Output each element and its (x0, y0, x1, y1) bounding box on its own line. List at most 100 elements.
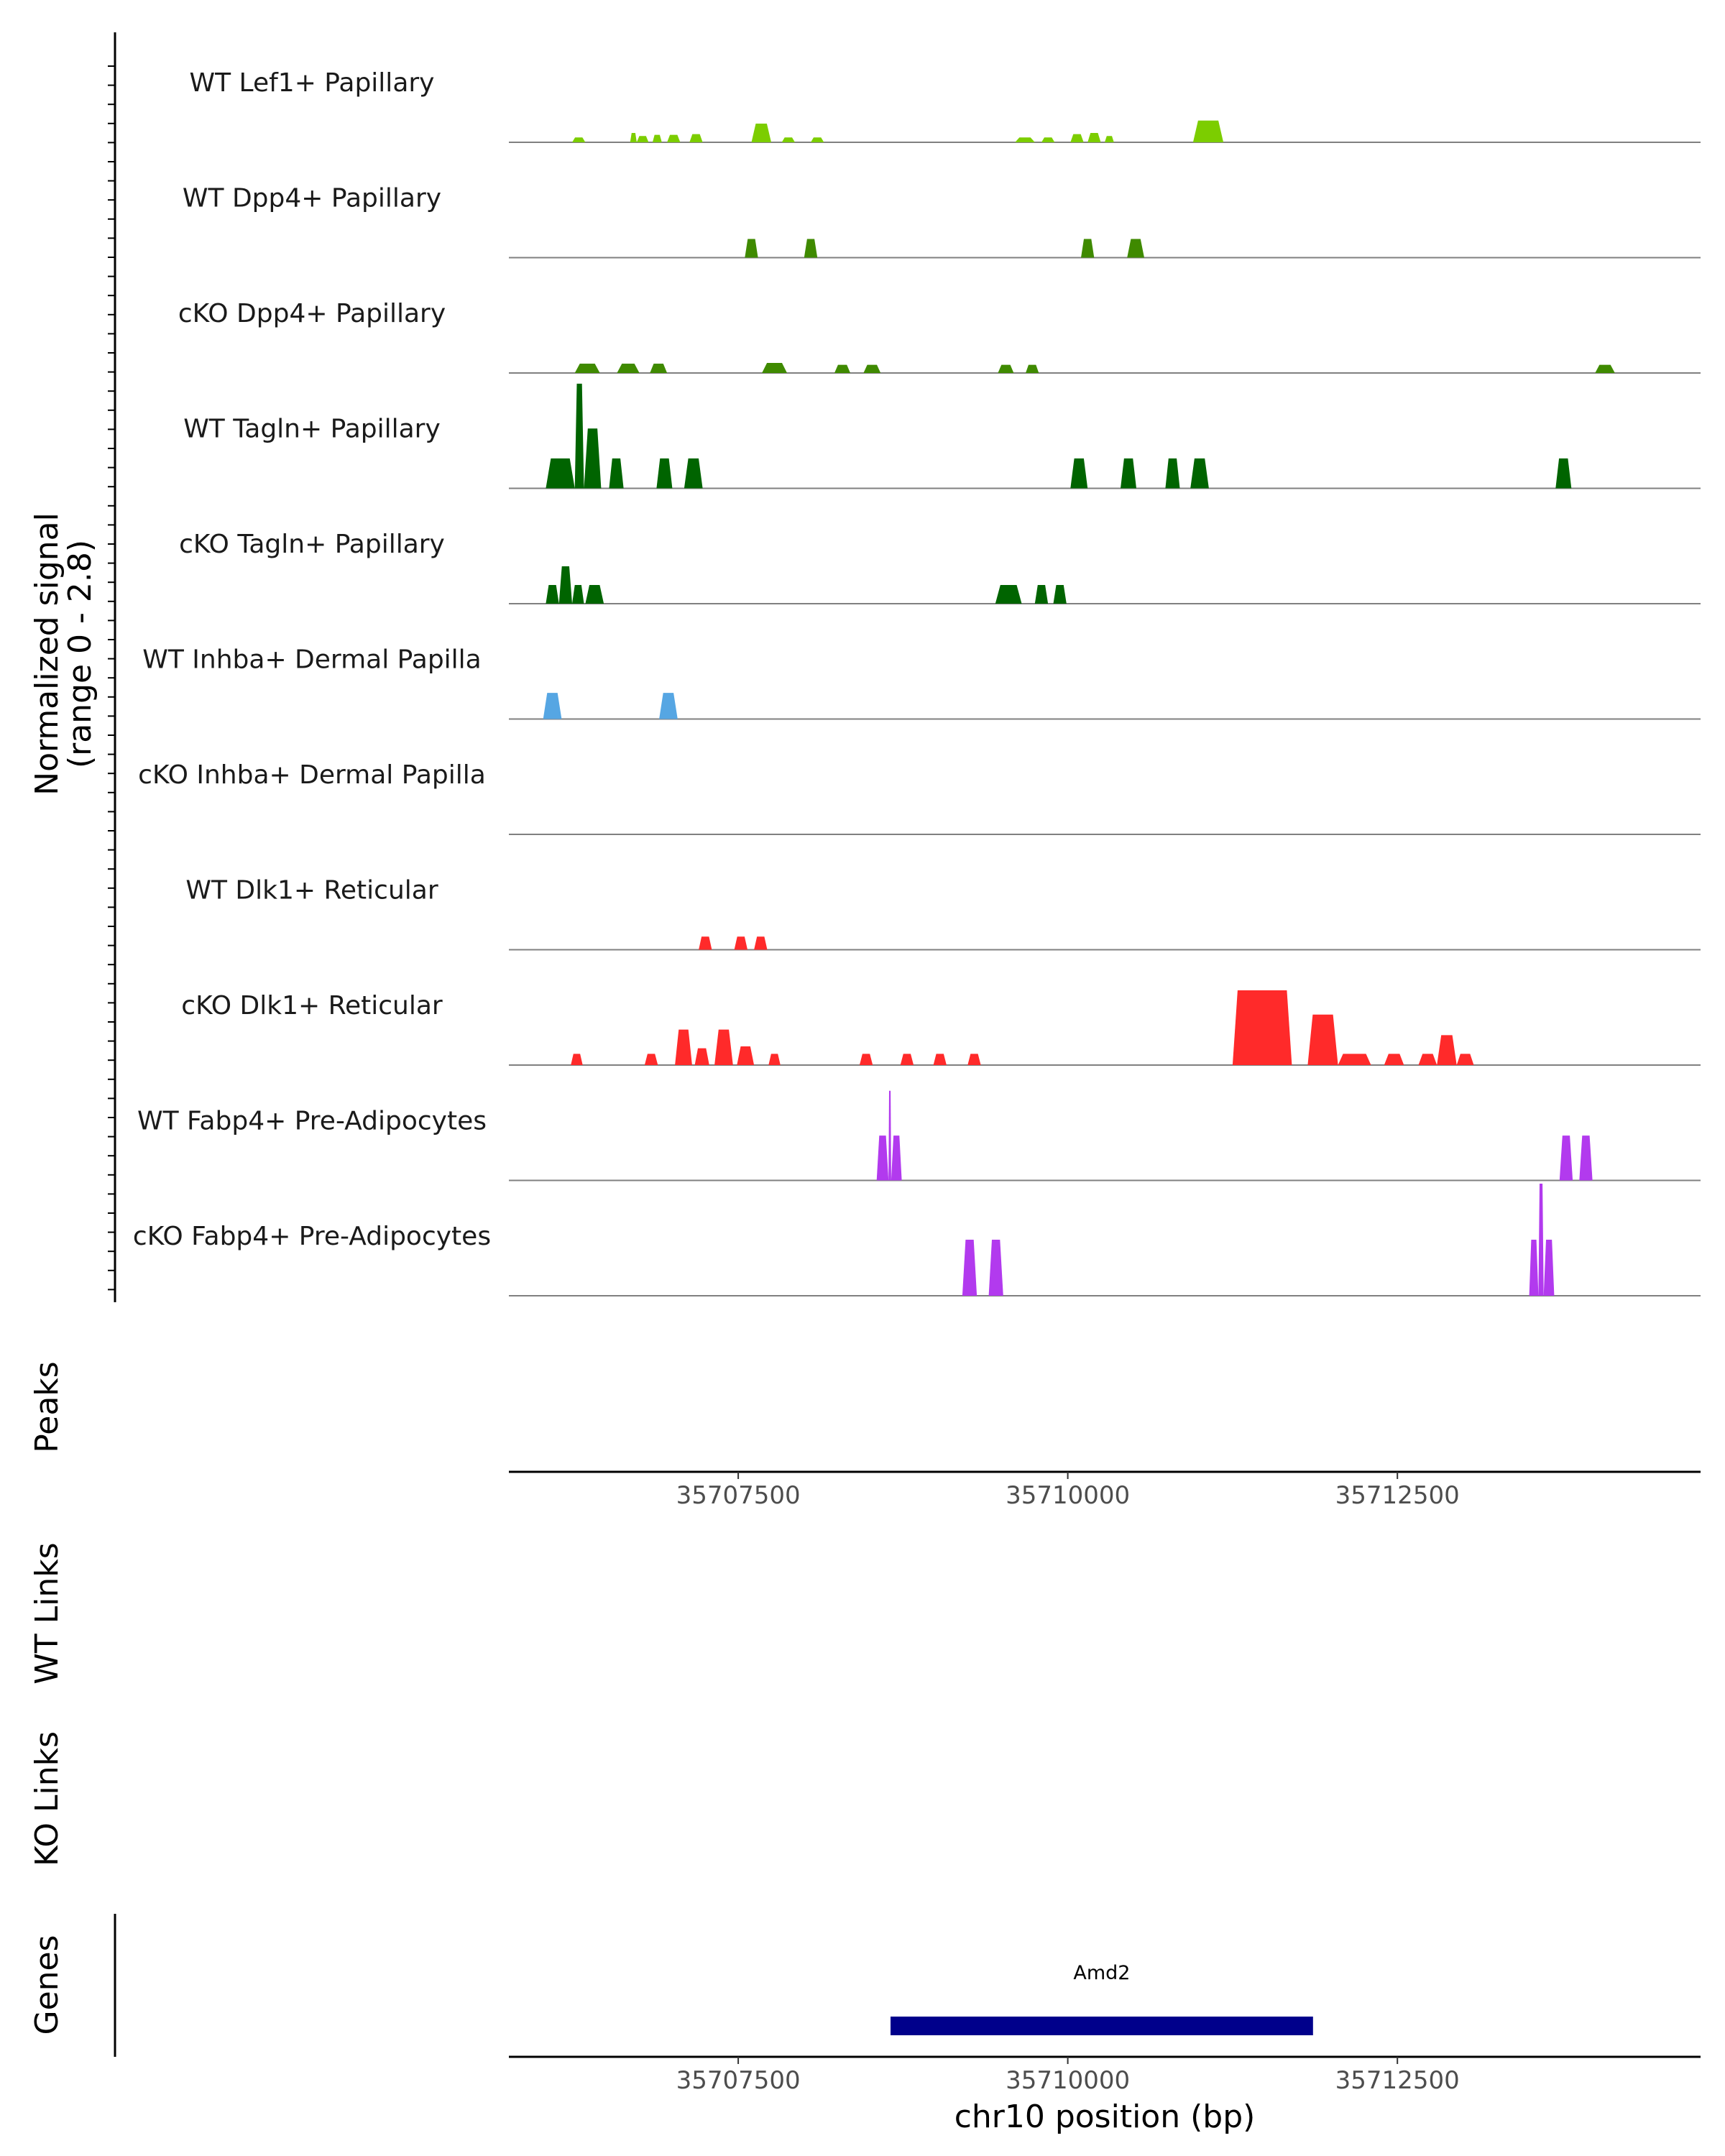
panel-label-peaks: Peaks (29, 1361, 65, 1452)
coverage-peak (1555, 458, 1572, 489)
coverage-peak (543, 693, 562, 719)
coverage-peak (1384, 1054, 1404, 1065)
coverage-peak (1192, 120, 1224, 142)
x-tick-label: 35707500 (676, 1481, 801, 1510)
coverage-peak (998, 364, 1014, 373)
coverage-peak (714, 1029, 733, 1065)
coverage-peak (834, 364, 850, 373)
gene-label: Amd2 (1073, 1962, 1130, 1984)
track-9: cKO Dlk1+ Reticular (181, 990, 1701, 1066)
coverage-peak (1437, 1035, 1457, 1065)
coverage-peak (546, 585, 559, 604)
coverage-peak (1529, 1240, 1539, 1296)
coverage-peak (656, 458, 673, 489)
coverage-peak (1034, 585, 1049, 604)
track-1: WT Lef1+ Papillary (190, 68, 1701, 143)
coverage-peak (574, 364, 600, 373)
coverage-peak (1538, 1184, 1544, 1296)
coverage-peak (574, 383, 584, 489)
coverage-peak (617, 364, 640, 373)
track-2: WT Dpp4+ Papillary (183, 184, 1701, 259)
coverage-peak (962, 1240, 978, 1296)
track-4: WT Tagln+ Papillary (183, 383, 1701, 489)
coverage-peak (644, 1054, 658, 1065)
y-axis-range: (range 0 - 2.8) (62, 540, 98, 768)
y-axis-title: Normalized signal (29, 512, 65, 796)
coverage-peak (684, 458, 703, 489)
track-label: WT Tagln+ Papillary (183, 415, 441, 444)
coverage-peak (768, 1054, 781, 1065)
coverage-tracks: WT Lef1+ Papillary WT Dpp4+ Papillary cKO … (133, 68, 1701, 1296)
x-tick-label: 35710000 (1006, 2066, 1130, 2095)
coverage-peak (762, 363, 787, 373)
coverage-peak (1015, 137, 1035, 142)
track-label: WT Lef1+ Papillary (190, 68, 435, 98)
track-label: cKO Dpp4+ Papillary (178, 299, 446, 328)
coverage-peak (1087, 133, 1101, 142)
coverage-peak (933, 1054, 947, 1065)
coverage-peak (1559, 1135, 1573, 1181)
coverage-peak (804, 239, 818, 258)
panel-label-genes: Genes (29, 1935, 65, 2035)
coverage-peak (558, 566, 572, 604)
coverage-peak (1053, 585, 1067, 604)
track-6: WT Inhba+ Dermal Papilla (142, 645, 1701, 720)
gene-body (891, 2017, 1313, 2035)
panel-label-ko-links: KO Links (29, 1731, 65, 1866)
coverage-peak (737, 1046, 755, 1065)
track-label: cKO Tagln+ Papillary (179, 530, 445, 559)
track-5: cKO Tagln+ Papillary (179, 530, 1701, 604)
coverage-peak (609, 458, 624, 489)
coverage-peak (1307, 1014, 1338, 1065)
coverage-peak (1105, 136, 1114, 142)
coverage-peak (546, 458, 575, 489)
coverage-peak (891, 1135, 902, 1181)
coverage-peak (900, 1054, 914, 1065)
coverage-peak (585, 585, 604, 604)
coverage-peak (1081, 239, 1095, 258)
coverage-peak (584, 428, 602, 489)
x-axis-title: chr10 position (bp) (954, 2099, 1256, 2135)
coverage-peak (1070, 458, 1088, 489)
coverage-peak (571, 1054, 583, 1065)
track-3: cKO Dpp4+ Papillary (178, 299, 1701, 374)
track-8: WT Dlk1+ Reticular (185, 876, 1701, 951)
gene-annotations: Amd2 (891, 1962, 1313, 2035)
coverage-peak (1456, 1054, 1474, 1065)
signal-axis-ticks (108, 65, 115, 1291)
track-11: cKO Fabp4+ Pre-Adipocytes (133, 1184, 1701, 1296)
coverage-peak (754, 936, 768, 950)
x-tick-label: 35712500 (1335, 2066, 1460, 2095)
coverage-peak (863, 364, 881, 373)
coverage-peak (967, 1054, 981, 1065)
coverage-peak (781, 137, 795, 142)
coverage-peak (995, 585, 1022, 604)
track-label: WT Fabp4+ Pre-Adipocytes (137, 1107, 487, 1136)
coverage-peak (699, 936, 712, 950)
track-label: cKO Dlk1+ Reticular (181, 991, 443, 1021)
track-label: WT Dpp4+ Papillary (183, 184, 441, 213)
coverage-peak (1418, 1054, 1438, 1065)
coverage-peak (636, 136, 649, 142)
coverage-peak (1121, 458, 1136, 489)
coverage-peak (630, 133, 637, 142)
coverage-peak (1579, 1135, 1593, 1181)
track-label: cKO Fabp4+ Pre-Adipocytes (133, 1222, 491, 1251)
coverage-peak (1232, 990, 1292, 1065)
coverage-peak (1190, 458, 1209, 489)
bottom-x-axis-ticks: 35707500 35710000 35712500 (676, 2057, 1460, 2095)
coverage-peak (667, 134, 681, 142)
coverage-peak (689, 134, 703, 142)
track-label: WT Inhba+ Dermal Papilla (142, 645, 481, 675)
coverage-peak (811, 137, 824, 142)
coverage-peak (572, 585, 584, 604)
coverage-peak (888, 1090, 891, 1181)
coverage-peak (859, 1054, 873, 1065)
x-tick-label: 35712500 (1335, 1481, 1460, 1510)
x-tick-label: 35710000 (1006, 1481, 1130, 1510)
coverage-peak (745, 239, 758, 258)
coverage-peak (751, 124, 771, 142)
x-tick-label: 35707500 (676, 2066, 801, 2095)
coverage-peak (1338, 1054, 1371, 1065)
track-label: WT Dlk1+ Reticular (185, 876, 438, 906)
